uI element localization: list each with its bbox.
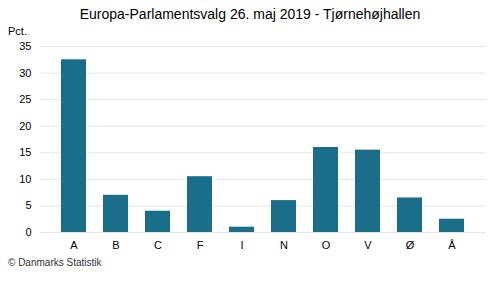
- svg-text:O: O: [322, 239, 331, 251]
- html-text:© Danmarks Statistik: © Danmarks Statistik: [8, 257, 102, 268]
- svg-text:Ø: Ø: [406, 239, 415, 251]
- svg-text:A: A: [70, 239, 78, 251]
- svg-text:C: C: [154, 239, 162, 251]
- svg-text:F: F: [197, 239, 204, 251]
- svg-text:25: 25: [19, 93, 31, 105]
- svg-text:B: B: [112, 239, 119, 251]
- svg-text:V: V: [364, 239, 372, 251]
- svg-text:5: 5: [25, 199, 31, 211]
- html-text:Pct.: Pct.: [8, 25, 27, 37]
- svg-text:30: 30: [19, 67, 31, 79]
- svg-text:N: N: [280, 239, 288, 251]
- svg-text:10: 10: [19, 173, 31, 185]
- svg-text:0: 0: [25, 226, 31, 238]
- svg-text:Å: Å: [448, 239, 456, 251]
- svg-text:15: 15: [19, 146, 31, 158]
- svg-text:20: 20: [19, 120, 31, 132]
- html-text:Europa-Parlamentsvalg 26. maj: Europa-Parlamentsvalg 26. maj 2019 - Tjø…: [79, 6, 421, 22]
- svg-text:I: I: [240, 239, 243, 251]
- svg-text:35: 35: [19, 40, 31, 52]
